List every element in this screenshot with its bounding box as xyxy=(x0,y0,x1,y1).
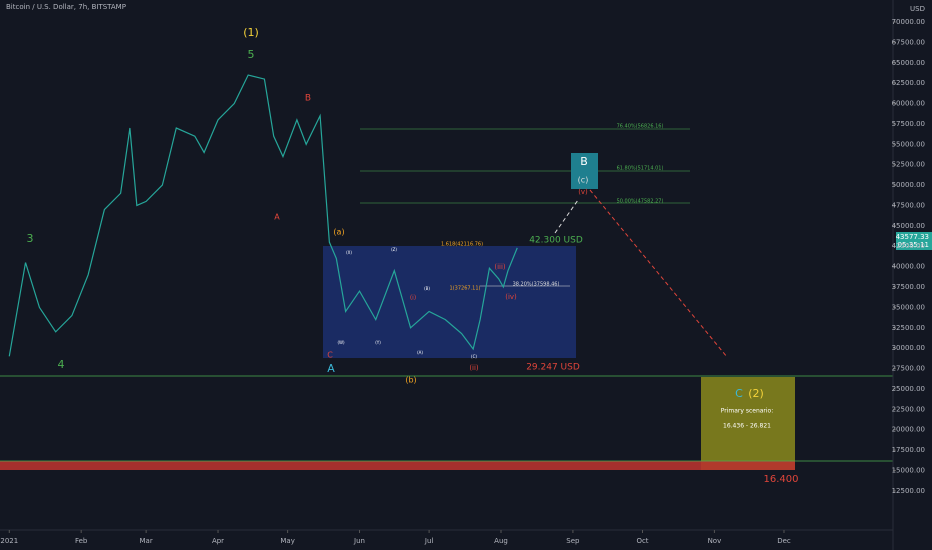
y-tick-label: 47500.00 xyxy=(892,201,925,209)
chart-title: Bitcoin / U.S. Dollar, 7h, BITSTAMP xyxy=(6,3,126,11)
wave-label: (Y) xyxy=(375,340,381,345)
projection-arrow xyxy=(589,189,728,358)
wave-label: (b) xyxy=(405,376,416,385)
wave-b-box xyxy=(571,153,598,189)
y-tick-label: 37500.00 xyxy=(892,283,925,291)
wave-label: (a) xyxy=(333,228,344,237)
wave-label: Primary scenario: xyxy=(721,408,774,415)
x-tick-label: Sep xyxy=(566,537,580,545)
y-tick-label: 57500.00 xyxy=(892,120,925,128)
wave-label: (X) xyxy=(346,250,352,255)
wave-label: A xyxy=(327,362,335,375)
wave-label: 38.20%(37598.46) xyxy=(513,282,560,288)
countdown: 05:35:11 xyxy=(898,241,929,249)
wave-label: 4 xyxy=(58,358,65,371)
wave-label: 16.436 - 26.821 xyxy=(723,423,771,430)
x-tick-label: Apr xyxy=(212,537,224,545)
x-tick-label: Aug xyxy=(494,537,508,545)
wave-label: 42.300 USD xyxy=(529,236,583,246)
y-axis-label: USD xyxy=(910,5,925,13)
wave-label: (v) xyxy=(578,188,588,196)
price-line xyxy=(8,74,518,357)
last-price: 43577.33 xyxy=(896,233,929,241)
target-box xyxy=(701,377,795,470)
y-tick-label: 65000.00 xyxy=(892,59,925,67)
y-tick-label: 35000.00 xyxy=(892,303,925,311)
wave-label: C xyxy=(327,351,333,360)
wave-label: (Z) xyxy=(391,247,397,252)
wave-label: (iv) xyxy=(505,293,517,301)
wave-label: 50.00%(47582.27) xyxy=(617,199,664,205)
range-box xyxy=(323,246,576,358)
x-tick-label: May xyxy=(280,537,294,545)
wave-label: 3 xyxy=(27,232,34,245)
wave-label: 1(37267.11) xyxy=(450,286,481,292)
y-tick-label: 55000.00 xyxy=(892,140,925,148)
wave-label: 5 xyxy=(248,48,255,61)
y-tick-label: 60000.00 xyxy=(892,100,925,108)
x-tick-label: Oct xyxy=(636,537,648,545)
x-tick-label: Jun xyxy=(353,537,365,545)
wave-label: (i) xyxy=(410,295,416,302)
wave-label: 29.247 USD xyxy=(526,363,580,373)
y-tick-label: 70000.00 xyxy=(892,18,925,26)
wave-label: B xyxy=(305,94,311,104)
support-band xyxy=(0,461,795,470)
y-tick-label: 52500.00 xyxy=(892,161,925,169)
y-tick-label: 17500.00 xyxy=(892,446,925,454)
wave-label: (A) xyxy=(417,350,423,355)
y-tick-label: 45000.00 xyxy=(892,222,925,230)
y-tick-label: 50000.00 xyxy=(892,181,925,189)
y-tick-label: 62500.00 xyxy=(892,79,925,87)
wave-label: (ii) xyxy=(469,364,479,372)
x-tick-label: Feb xyxy=(75,537,88,545)
y-tick-label: 30000.00 xyxy=(892,344,925,352)
wave-label: (B) xyxy=(424,286,430,291)
wave-label: 76.40%(56826.16) xyxy=(617,124,664,130)
wave-label: A xyxy=(274,213,280,222)
x-tick-label: Mar xyxy=(140,537,153,545)
wave-label: (2) xyxy=(748,387,764,400)
y-tick-label: 25000.00 xyxy=(892,385,925,393)
y-tick-label: 22500.00 xyxy=(892,405,925,413)
x-tick-label: Nov xyxy=(708,537,722,545)
y-tick-label: 12500.00 xyxy=(892,487,925,495)
wave-label: B xyxy=(580,155,588,168)
x-tick-label: Dec xyxy=(777,537,791,545)
projection-arrow xyxy=(554,199,579,234)
price-tag xyxy=(896,232,932,250)
wave-label: (iii) xyxy=(494,263,506,271)
wave-label: 61.80%(51714.01) xyxy=(617,166,664,172)
x-tick-label: 2021 xyxy=(0,537,18,545)
y-tick-label: 27500.00 xyxy=(892,365,925,373)
wave-label: (1) xyxy=(243,26,259,39)
y-tick-label: 32500.00 xyxy=(892,324,925,332)
x-tick-label: Jul xyxy=(424,537,434,545)
wave-label: C xyxy=(735,387,743,400)
y-tick-label: 15000.00 xyxy=(892,466,925,474)
wave-label: 16.400 xyxy=(764,474,799,485)
y-tick-label: 67500.00 xyxy=(892,38,925,46)
y-tick-label: 40000.00 xyxy=(892,263,925,271)
wave-label: (W) xyxy=(337,340,345,345)
y-tick-label: 20000.00 xyxy=(892,426,925,434)
wave-label: (c) xyxy=(578,176,589,185)
wave-label: (C) xyxy=(471,354,477,359)
y-tick-label: 42500.00 xyxy=(892,242,925,250)
wave-label: 1.618(42116.76) xyxy=(441,242,483,248)
